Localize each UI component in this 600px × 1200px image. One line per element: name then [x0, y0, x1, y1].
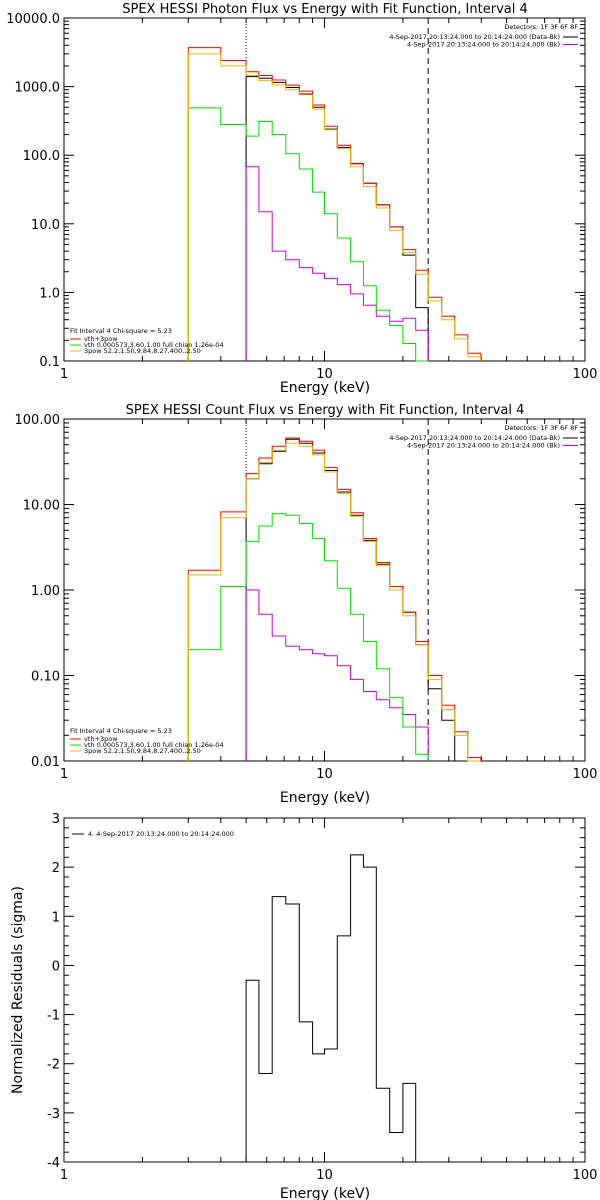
count-x-axis-label: Energy (keV) [280, 790, 370, 806]
legend-entry-label: 4-Sep-2017 20:13:24.000 to 20:14:24.000 … [407, 442, 560, 450]
x-tick-label: 100 [573, 767, 598, 782]
series-4-line [187, 442, 481, 762]
photon-chart-title: SPEX HESSI Photon Flux vs Energy with Fi… [122, 2, 528, 17]
residuals-chart: 1 10 100 -4 -3 -2 -1 0 1 2 3 4. 4-Sep-2017 20:13:2… [10, 812, 597, 1200]
fit-legend-label: 3pow 52.2,1.50,9.84,8.27,400.,2.50 [84, 347, 201, 355]
photon-series [187, 18, 482, 362]
y-tick-label: 1000.0 [15, 81, 61, 96]
residuals-axes: 1 10 100 -4 -3 -2 -1 0 1 2 3 [47, 812, 597, 1183]
legend-detectors: Detectors: 1F 3F 6F 8F [504, 424, 578, 432]
x-tick-label: 1 [60, 1168, 68, 1183]
y-tick-label: 0 [52, 959, 60, 974]
x-tick-label: 10 [316, 767, 333, 782]
series-0-line [245, 854, 417, 1162]
y-tick-label: 10000.0 [6, 12, 60, 27]
legend-detectors: Detectors: 1F 3F 6F 8F [504, 23, 578, 31]
y-tick-label: 1.00 [31, 584, 60, 599]
fit-legend-label: vth+3pow [84, 335, 118, 343]
legend-entry-label: 4. 4-Sep-2017 20:13:24.000 to 20:14:24.0… [88, 830, 234, 838]
y-tick-label: 1.0 [39, 286, 60, 301]
x-tick-label: 1 [60, 367, 68, 382]
photon-legend: Detectors: 1F 3F 6F 8F 4-Sep-2017 20:13:2… [70, 23, 578, 355]
count-axes: 1 10 100 0.01 0.10 1.00 10.00 100.00 [15, 413, 598, 782]
series-3-line [187, 513, 429, 761]
legend-entry-label: 4-Sep-2017 20:13:24.000 to 20:14:24.000 … [389, 33, 560, 41]
y-tick-label: 100.00 [15, 413, 61, 428]
count-series [187, 419, 482, 762]
fit-legend-label: 3pow 52.2,1.50,9.84,8.27,400.,2.50 [84, 747, 201, 755]
legend-entry-label: 4-Sep-2017 20:13:24.000 to 20:14:24.000 … [407, 41, 560, 49]
series-1-line [245, 166, 429, 361]
photon-x-axis-label: Energy (keV) [280, 380, 370, 396]
y-tick-label: -2 [47, 1058, 60, 1073]
legend-entry-label: 4-Sep-2017 20:13:24.000 to 20:14:24.000 … [389, 434, 560, 442]
fit-legend-header: Fit Interval 4 Chi-square = 5.23 [70, 727, 172, 735]
series-4-line [187, 53, 482, 361]
y-tick-label: 3 [52, 812, 60, 827]
y-tick-label: -4 [47, 1156, 60, 1171]
series-3-line [187, 107, 429, 362]
residuals-x-axis-label: Energy (keV) [280, 1186, 370, 1200]
fit-legend-label: vth 0.000573,3.60,1.00 full chian 1.26e-… [84, 341, 224, 349]
y-tick-label: -1 [47, 1009, 60, 1024]
residuals-legend: 4. 4-Sep-2017 20:13:24.000 to 20:14:24.0… [72, 830, 234, 838]
y-tick-label: 10.0 [31, 218, 60, 233]
fit-legend-header: Fit Interval 4 Chi-square = 5.23 [70, 327, 172, 335]
y-tick-label: 10.00 [23, 499, 60, 514]
x-tick-label: 100 [573, 1168, 598, 1183]
x-tick-label: 100 [573, 367, 598, 382]
y-tick-label: 100.0 [23, 149, 60, 164]
photon-flux-chart: SPEX HESSI Photon Flux vs Energy with Fi… [6, 2, 597, 396]
photon-axes: 1 10 100 0.1 1.0 10.0 100.0 1000.0 10000.0 [6, 12, 597, 382]
x-tick-label: 10 [316, 1168, 333, 1183]
count-legend: Detectors: 1F 3F 6F 8F 4-Sep-2017 20:13:2… [70, 424, 578, 755]
fit-legend-label: vth 0.000573,3.60,1.00 full chian 1.26e-… [84, 741, 224, 749]
residuals-series [245, 854, 417, 1162]
y-tick-label: 2 [52, 861, 60, 876]
x-tick-label: 1 [60, 767, 68, 782]
residuals-y-axis-label: Normalized Residuals (sigma) [10, 886, 26, 1094]
y-tick-label: 0.1 [39, 355, 60, 370]
fit-legend-label: vth+3pow [84, 735, 118, 743]
count-chart-title: SPEX HESSI Count Flux vs Energy with Fit… [126, 403, 525, 418]
y-tick-label: 1 [52, 910, 60, 925]
y-tick-label: 0.01 [31, 755, 60, 770]
y-tick-label: 0.10 [31, 670, 60, 685]
count-flux-chart: SPEX HESSI Count Flux vs Energy with Fit… [15, 403, 598, 806]
x-tick-label: 10 [316, 367, 333, 382]
y-tick-label: -3 [47, 1107, 60, 1122]
